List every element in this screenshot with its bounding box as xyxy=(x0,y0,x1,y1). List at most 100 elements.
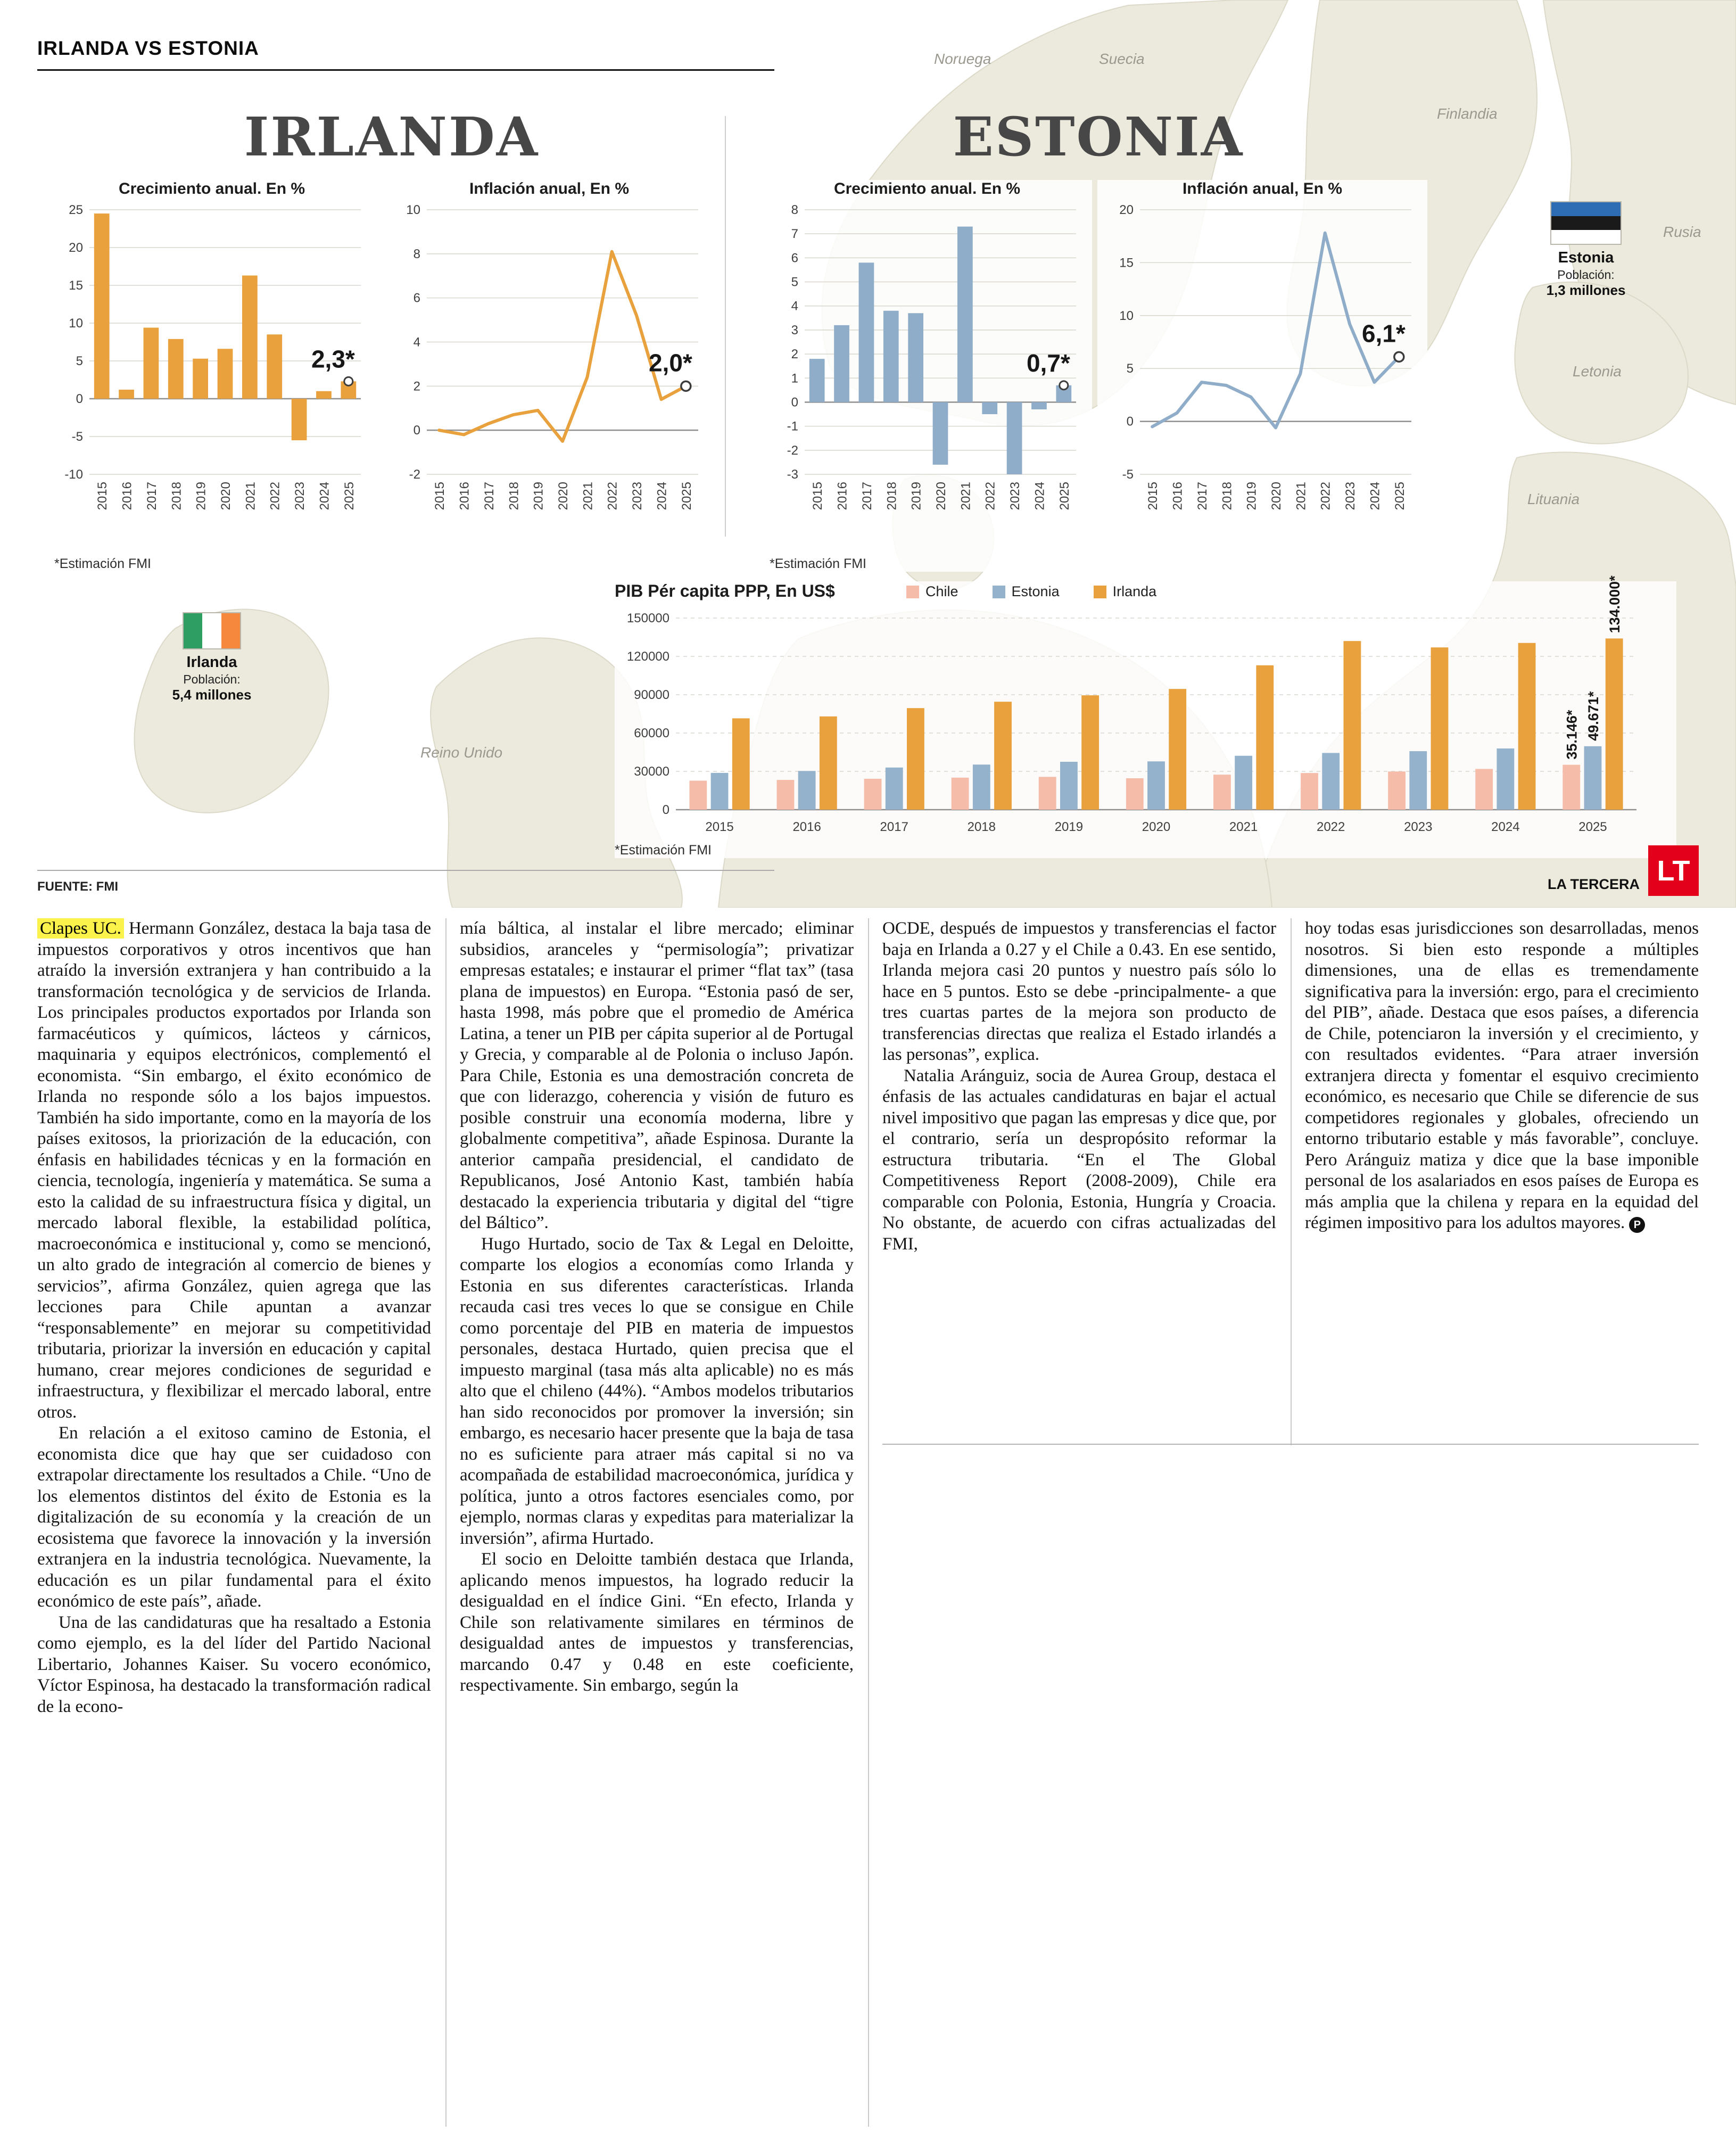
svg-text:2015: 2015 xyxy=(811,482,825,510)
svg-text:2019: 2019 xyxy=(194,482,209,510)
article-paragraph: En relación a el exitoso camino de Eston… xyxy=(37,1423,431,1611)
section-title-estonia: ESTONIA xyxy=(953,105,1244,168)
svg-text:2,3*: 2,3* xyxy=(311,345,355,373)
svg-text:2017: 2017 xyxy=(880,820,908,834)
kicker-rule xyxy=(37,69,774,71)
svg-text:6: 6 xyxy=(414,291,420,306)
estonia-growth-chart: Crecimiento anual. En % 8 7 6 5 4 3 2 1 0 -1 -2 -3 2… xyxy=(762,180,1092,572)
svg-text:-2: -2 xyxy=(409,467,420,482)
column-divider xyxy=(868,918,869,2127)
chart-title: PIB Pér capita PPP, En US$ xyxy=(615,581,835,600)
legend-label: Irlanda xyxy=(1112,583,1157,599)
estonia-growth-plot: 8 7 6 5 4 3 2 1 0 -1 -2 -3 2015 2016 2017 2018 2019 2020 2… xyxy=(762,200,1092,554)
svg-text:2020: 2020 xyxy=(1269,482,1284,510)
map-label-latvia: Letonia xyxy=(1573,363,1622,380)
svg-text:30000: 30000 xyxy=(634,764,669,779)
ireland-flag xyxy=(184,613,240,648)
article-column-3: OCDE, después de impuestos y transferenc… xyxy=(882,918,1276,2127)
article-end-mark: P xyxy=(1629,1217,1646,1233)
svg-text:2018: 2018 xyxy=(884,482,899,510)
article-paragraph: OCDE, después de impuestos y transferenc… xyxy=(882,919,1276,1064)
section-divider xyxy=(725,116,726,537)
map-label-lithuania: Lituania xyxy=(1527,491,1580,507)
pib-legend: Chile Estonia Irlanda xyxy=(906,583,1156,600)
svg-text:2018: 2018 xyxy=(1220,482,1234,510)
svg-text:2022: 2022 xyxy=(1317,820,1345,834)
legend-item-irlanda: Irlanda xyxy=(1093,583,1157,600)
svg-text:2: 2 xyxy=(791,347,798,361)
svg-text:60000: 60000 xyxy=(634,726,669,740)
article-paragraph: Una de las candidaturas que ha resaltado… xyxy=(37,1612,431,1716)
svg-text:2020: 2020 xyxy=(934,482,948,510)
svg-text:2,0*: 2,0* xyxy=(649,349,692,376)
highlighted-lead: Clapes UC. xyxy=(37,918,124,939)
estimation-note: *Estimación FMI xyxy=(615,843,712,858)
map-label-sweden: Suecia xyxy=(1099,51,1145,67)
svg-text:2015: 2015 xyxy=(1146,482,1160,510)
map-label-norway: Noruega xyxy=(934,51,991,67)
article-paragraph: hoy todas esas jurisdicciones son desarr… xyxy=(1305,919,1699,1233)
svg-text:15: 15 xyxy=(1119,256,1134,270)
svg-text:-1: -1 xyxy=(787,419,798,434)
svg-text:0: 0 xyxy=(76,392,83,406)
chart-title: Inflación anual, En % xyxy=(469,180,630,197)
svg-text:2017: 2017 xyxy=(1195,482,1210,510)
ireland-inflation-plot: 10 8 6 4 2 0 -2 2015 2016 2017 2018 2019 2020 2021 202… xyxy=(384,200,714,554)
svg-text:0: 0 xyxy=(414,423,420,438)
svg-text:2019: 2019 xyxy=(910,482,924,510)
svg-text:2: 2 xyxy=(414,379,420,393)
svg-text:2019: 2019 xyxy=(532,482,546,510)
flag-country-name: Irlanda xyxy=(186,654,237,671)
svg-text:0,7*: 0,7* xyxy=(1027,349,1070,377)
svg-text:2019: 2019 xyxy=(1055,820,1083,834)
map-label-uk: Reino Unido xyxy=(420,744,503,761)
svg-text:150000: 150000 xyxy=(627,611,669,625)
estimation-note: *Estimación FMI xyxy=(770,556,866,571)
svg-text:2020: 2020 xyxy=(556,482,571,510)
svg-text:2016: 2016 xyxy=(1171,482,1185,510)
svg-text:2017: 2017 xyxy=(482,482,497,510)
svg-text:49.671*: 49.671* xyxy=(1585,691,1601,741)
svg-text:2015: 2015 xyxy=(705,820,733,834)
svg-text:2016: 2016 xyxy=(836,482,850,510)
svg-text:8: 8 xyxy=(791,203,798,217)
svg-text:-3: -3 xyxy=(787,467,798,482)
svg-text:2022: 2022 xyxy=(268,482,283,510)
svg-text:20: 20 xyxy=(1119,203,1134,217)
svg-text:2016: 2016 xyxy=(792,820,821,834)
svg-text:20: 20 xyxy=(69,241,83,255)
source-credit: FUENTE: FMI xyxy=(37,879,118,894)
column-divider xyxy=(1291,918,1292,1445)
svg-text:6,1*: 6,1* xyxy=(1362,319,1406,347)
svg-text:10: 10 xyxy=(69,316,83,331)
column-divider xyxy=(445,918,447,2127)
ireland-growth-chart: Crecimiento anual. En % 25 20 15 10 5 0 -5 -10 2… xyxy=(47,180,377,572)
lt-logo: LT xyxy=(1648,845,1699,896)
article-bottom-rule xyxy=(882,1444,1699,1445)
svg-text:4: 4 xyxy=(791,299,798,314)
legend-label: Chile xyxy=(925,583,958,599)
svg-text:2023: 2023 xyxy=(1008,482,1022,510)
svg-text:10: 10 xyxy=(1119,309,1134,323)
article-column-1: Clapes UC. Hermann González, destaca la … xyxy=(37,918,431,2127)
svg-text:5: 5 xyxy=(791,275,798,290)
svg-text:2020: 2020 xyxy=(219,482,233,510)
svg-text:7: 7 xyxy=(791,227,798,241)
svg-text:2024: 2024 xyxy=(317,482,332,510)
article-paragraph: mía báltica, al instalar el libre mercad… xyxy=(460,919,854,1232)
svg-text:4: 4 xyxy=(414,335,420,350)
pib-plot: 150000 120000 90000 60000 30000 0 2015 2016 2017… xyxy=(615,575,1676,841)
legend-swatch-irlanda xyxy=(1093,585,1106,598)
svg-text:2021: 2021 xyxy=(243,482,258,510)
article-body: Clapes UC. Hermann González, destaca la … xyxy=(37,918,1699,2127)
svg-text:2017: 2017 xyxy=(860,482,874,510)
svg-text:10: 10 xyxy=(406,203,420,217)
ireland-inflation-chart: Inflación anual, En % 10 8 6 4 2 0 -2 2015 2016 2… xyxy=(384,180,714,554)
svg-text:2025: 2025 xyxy=(680,482,694,510)
svg-text:2025: 2025 xyxy=(342,482,357,510)
svg-text:-5: -5 xyxy=(1122,467,1134,482)
svg-text:134.000*: 134.000* xyxy=(1607,575,1623,633)
svg-text:25: 25 xyxy=(69,203,83,217)
svg-text:2021: 2021 xyxy=(1229,820,1258,834)
svg-text:120000: 120000 xyxy=(627,649,669,664)
